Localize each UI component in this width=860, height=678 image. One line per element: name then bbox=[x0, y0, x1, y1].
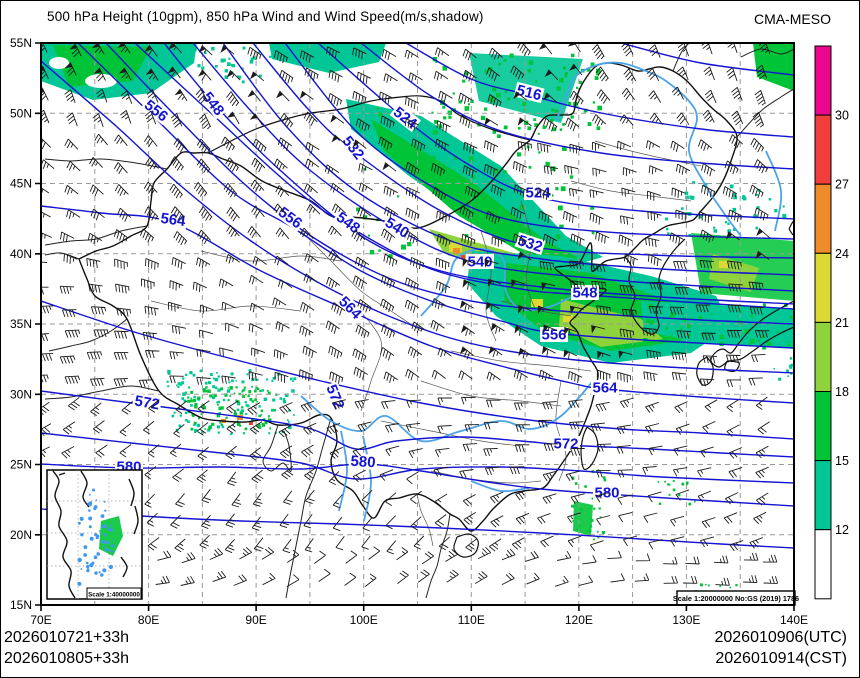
svg-text:556: 556 bbox=[541, 327, 566, 344]
axis-labels: 70E 80E 90E 100E 110E 120E 130E 140E 55N 50N 45N 40… bbox=[10, 36, 808, 627]
y-tick-label: 40N bbox=[10, 247, 32, 261]
map-scale-label: Scale 1:20000000 No:GS (2019) 1786 bbox=[673, 594, 799, 603]
x-tick-label: 80E bbox=[138, 613, 159, 627]
colorbar-label: 30 bbox=[835, 109, 849, 123]
contour-label: 580 bbox=[348, 453, 378, 472]
x-tick-label: 70E bbox=[30, 613, 51, 627]
y-tick-label: 35N bbox=[10, 317, 32, 331]
run-time-line-1: 2026010721+33h bbox=[4, 629, 130, 646]
contour-label: 516 bbox=[513, 82, 545, 105]
contour-label: 556 bbox=[540, 327, 568, 344]
y-tick-label: 55N bbox=[10, 36, 32, 50]
svg-text:572: 572 bbox=[133, 392, 161, 413]
contour-label: 564 bbox=[591, 380, 619, 397]
y-tick-label: 30N bbox=[10, 387, 32, 401]
svg-text:548: 548 bbox=[572, 285, 597, 302]
x-tick-label: 90E bbox=[245, 613, 266, 627]
inset-map: Scale 1:40000000 bbox=[46, 469, 143, 600]
colorbar-label: 18 bbox=[835, 385, 849, 399]
model-name: CMA-MESO bbox=[754, 11, 831, 27]
colorbar-segment bbox=[814, 460, 832, 531]
colorbar: 30 27 24 21 18 15 12 bbox=[814, 45, 849, 600]
y-tick-label: 45N bbox=[10, 177, 32, 191]
svg-text:516: 516 bbox=[515, 82, 543, 105]
colorbar-segment bbox=[814, 252, 832, 323]
y-tick-label: 50N bbox=[10, 106, 32, 120]
colorbar-segment bbox=[814, 321, 832, 392]
svg-text:540: 540 bbox=[382, 214, 412, 242]
svg-text:532: 532 bbox=[515, 232, 544, 256]
colorbar-label: 15 bbox=[835, 454, 849, 468]
x-tick-label: 140E bbox=[780, 613, 808, 627]
svg-text:540: 540 bbox=[467, 254, 492, 271]
wind-barb-layer bbox=[42, 44, 779, 587]
y-tick-label: 15N bbox=[10, 598, 32, 612]
x-tick-label: 100E bbox=[350, 613, 378, 627]
colorbar-label: 12 bbox=[835, 523, 849, 537]
colorbar-segment bbox=[814, 183, 832, 254]
inset-scale-label: Scale 1:40000000 bbox=[88, 592, 140, 599]
svg-text:564: 564 bbox=[159, 210, 187, 230]
contour-label: 540 bbox=[466, 254, 494, 271]
contour-label: 556 bbox=[140, 96, 172, 126]
map-scale-box: Scale 1:20000000 No:GS (2019) 1786 bbox=[673, 590, 799, 606]
y-tick-label: 25N bbox=[10, 458, 32, 472]
colorbar-segment bbox=[814, 529, 832, 600]
colorbar-label: 27 bbox=[835, 178, 849, 192]
run-times: 2026010721+33h 2026010805+33h bbox=[4, 627, 129, 669]
contour-label: 556 bbox=[274, 203, 307, 232]
y-tick-label: 20N bbox=[10, 528, 32, 542]
svg-text:580: 580 bbox=[350, 453, 376, 472]
colorbar-label: 21 bbox=[835, 316, 849, 330]
map-frame bbox=[35, 42, 795, 611]
contour-label: 548 bbox=[332, 208, 365, 237]
contour-label: 572 bbox=[131, 392, 163, 414]
valid-time-cst: 2026010914(CST) bbox=[715, 650, 847, 667]
contour-label: 548 bbox=[571, 285, 599, 302]
colorbar-segment bbox=[814, 391, 832, 462]
x-tick-label: 120E bbox=[565, 613, 593, 627]
colorbar-label: 24 bbox=[835, 247, 849, 261]
x-tick-label: 130E bbox=[672, 613, 700, 627]
colorbar-segment bbox=[814, 45, 832, 116]
valid-time-utc: 2026010906(UTC) bbox=[714, 629, 847, 646]
run-time-line-2: 2026010805+33h bbox=[4, 650, 130, 667]
height-contour-layer bbox=[42, 44, 793, 549]
svg-text:556: 556 bbox=[275, 204, 305, 232]
chart-title: 500 hPa Height (10gpm), 850 hPa Wind and… bbox=[47, 9, 484, 24]
svg-text:524: 524 bbox=[525, 185, 551, 202]
x-tick-label: 110E bbox=[458, 613, 485, 627]
valid-times: 2026010906(UTC) 2026010914(CST) bbox=[714, 627, 847, 669]
svg-text:564: 564 bbox=[592, 380, 618, 397]
contour-label: 540 bbox=[381, 213, 414, 242]
contour-label: 532 bbox=[514, 232, 546, 256]
colorbar-segment bbox=[814, 114, 832, 185]
contour-label: 564 bbox=[158, 210, 188, 230]
svg-text:556: 556 bbox=[141, 97, 171, 126]
